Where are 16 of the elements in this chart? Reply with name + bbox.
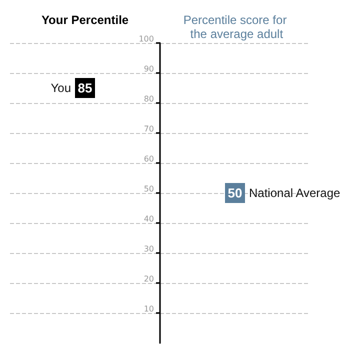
annotation: National Average	[249, 186, 341, 200]
x-tick-label: Your Percentile	[41, 13, 129, 27]
y-tick-label: 40	[144, 214, 154, 224]
annotation: You	[50, 81, 71, 95]
y-tick-label: 100	[138, 34, 154, 44]
data-label: 50	[228, 186, 242, 200]
x-tick-label: Percentile score for the average adult	[183, 13, 287, 41]
y-tick-label: 70	[144, 124, 154, 134]
data-label: 85	[78, 80, 92, 96]
y-tick-label: 30	[144, 244, 154, 254]
y-tick-label: 90	[144, 64, 154, 74]
y-tick-label: 60	[144, 154, 154, 164]
y-tick-label: 10	[144, 304, 154, 314]
y-tick-label: 50	[144, 184, 154, 194]
y-tick-label: 20	[144, 274, 154, 284]
y-tick-label: 80	[144, 94, 154, 104]
